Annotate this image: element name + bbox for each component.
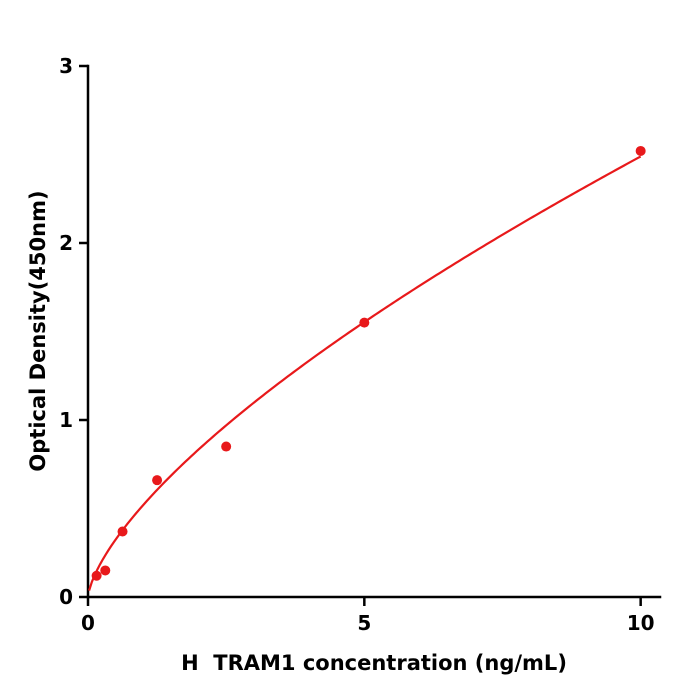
y-axis-label: Optical Density(450nm): [26, 190, 50, 472]
y-tick-label: 0: [59, 585, 73, 609]
data-point: [91, 570, 102, 581]
y-tick-label: 3: [59, 54, 73, 78]
data-point: [152, 475, 163, 486]
x-axis-label: H TRAM1 concentration (ng/mL): [181, 651, 567, 675]
data-point: [100, 565, 111, 576]
fit-curve: [88, 155, 642, 591]
y-tick-label: 2: [59, 231, 73, 255]
data-point: [117, 526, 128, 537]
data-point: [635, 145, 646, 156]
y-tick-label: 1: [59, 408, 73, 432]
axes-spines: [86, 64, 662, 599]
x-tick-label: 10: [627, 611, 655, 635]
data-point: [359, 317, 370, 328]
x-tick-label: 0: [81, 611, 95, 635]
data-point: [221, 441, 232, 452]
x-tick-label: 5: [357, 611, 371, 635]
